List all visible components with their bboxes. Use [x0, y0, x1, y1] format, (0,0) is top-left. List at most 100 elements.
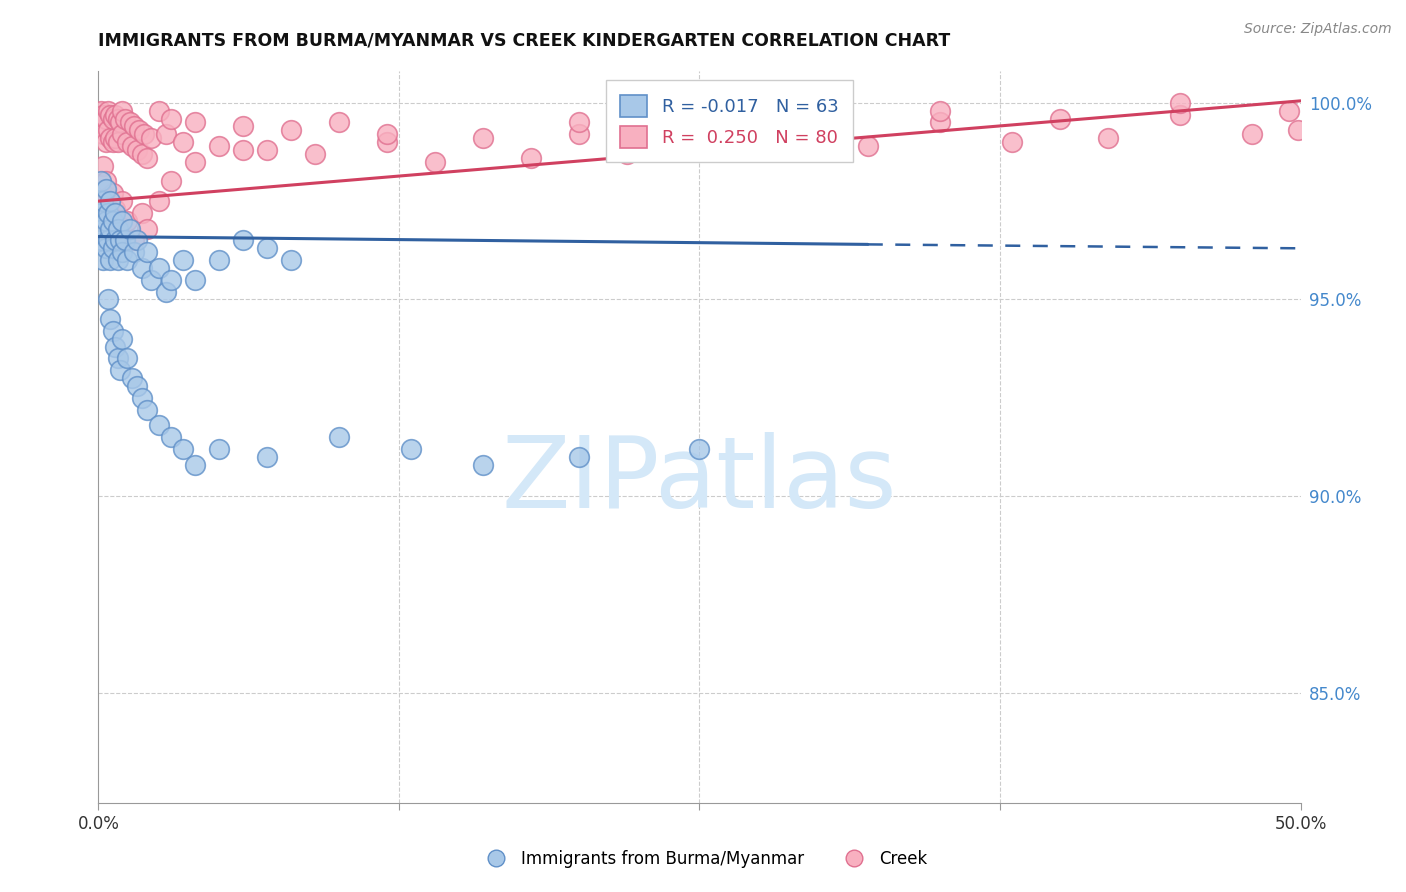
Point	[100, 221, 122, 235]
Point	[121, 371, 143, 385]
Point	[131, 206, 153, 220]
Text: Source: ZipAtlas.com: Source: ZipAtlas.com	[1244, 22, 1392, 37]
Point	[104, 234, 127, 248]
Point	[928, 115, 950, 129]
Point	[520, 151, 543, 165]
Point	[128, 123, 150, 137]
Point	[232, 143, 254, 157]
Point	[375, 128, 398, 142]
Point	[124, 234, 146, 248]
Point	[117, 214, 139, 228]
Point	[94, 112, 117, 126]
Point	[108, 234, 131, 248]
Point	[159, 273, 181, 287]
Point	[183, 273, 205, 287]
Point	[100, 107, 122, 121]
Point	[280, 123, 302, 137]
Point	[117, 135, 139, 149]
Point	[94, 241, 117, 255]
Point	[104, 340, 127, 354]
Point	[1277, 103, 1299, 118]
Point	[111, 332, 134, 346]
Point	[131, 260, 153, 275]
Point	[131, 391, 153, 405]
Point	[131, 147, 153, 161]
Point	[101, 214, 124, 228]
Point	[101, 186, 124, 201]
Point	[232, 120, 254, 134]
Point	[1170, 95, 1192, 110]
Point	[107, 112, 129, 126]
Point	[104, 107, 127, 121]
Point	[94, 135, 117, 149]
Point	[159, 174, 181, 188]
Point	[148, 260, 170, 275]
Point	[90, 206, 112, 220]
Point	[328, 430, 350, 444]
Point	[1170, 107, 1192, 121]
Point	[172, 442, 194, 456]
Point	[111, 214, 134, 228]
Point	[118, 221, 141, 235]
Point	[90, 123, 112, 137]
Point	[101, 135, 124, 149]
Point	[568, 128, 591, 142]
Point	[125, 379, 148, 393]
Point	[101, 241, 124, 255]
Point	[808, 120, 831, 134]
Point	[1001, 135, 1024, 149]
Point	[94, 174, 117, 188]
Point	[94, 182, 117, 196]
Point	[90, 234, 112, 248]
Point	[107, 135, 129, 149]
Point	[100, 312, 122, 326]
Point	[91, 128, 114, 142]
Point	[568, 450, 591, 464]
Point	[100, 194, 122, 208]
Point	[91, 221, 114, 235]
Point	[135, 245, 157, 260]
Point	[172, 253, 194, 268]
Point	[856, 139, 879, 153]
Point	[1049, 112, 1071, 126]
Point	[1097, 131, 1119, 145]
Point	[328, 115, 350, 129]
Text: ZIPatlas: ZIPatlas	[502, 433, 897, 530]
Point	[124, 120, 146, 134]
Point	[108, 115, 131, 129]
Point	[135, 221, 157, 235]
Point	[104, 206, 127, 220]
Point	[568, 115, 591, 129]
Point	[135, 151, 157, 165]
Point	[375, 135, 398, 149]
Point	[148, 418, 170, 433]
Legend: Immigrants from Burma/Myanmar, Creek: Immigrants from Burma/Myanmar, Creek	[472, 844, 934, 875]
Point	[141, 131, 163, 145]
Point	[183, 458, 205, 472]
Point	[101, 112, 124, 126]
Point	[117, 351, 139, 366]
Point	[159, 430, 181, 444]
Point	[141, 273, 163, 287]
Point	[108, 363, 131, 377]
Point	[155, 128, 177, 142]
Point	[121, 139, 143, 153]
Point	[616, 147, 638, 161]
Point	[183, 154, 205, 169]
Point	[761, 143, 783, 157]
Point	[97, 103, 120, 118]
Point	[107, 253, 129, 268]
Point	[117, 253, 139, 268]
Point	[114, 112, 136, 126]
Point	[208, 442, 231, 456]
Point	[1286, 123, 1309, 137]
Point	[104, 202, 127, 216]
Point	[100, 206, 122, 220]
Point	[172, 135, 194, 149]
Point	[91, 159, 114, 173]
Point	[125, 143, 148, 157]
Legend: R = -0.017   N = 63, R =  0.250   N = 80: R = -0.017 N = 63, R = 0.250 N = 80	[606, 80, 853, 162]
Point	[135, 402, 157, 417]
Point	[689, 123, 711, 137]
Text: IMMIGRANTS FROM BURMA/MYANMAR VS CREEK KINDERGARTEN CORRELATION CHART: IMMIGRANTS FROM BURMA/MYANMAR VS CREEK K…	[98, 31, 950, 49]
